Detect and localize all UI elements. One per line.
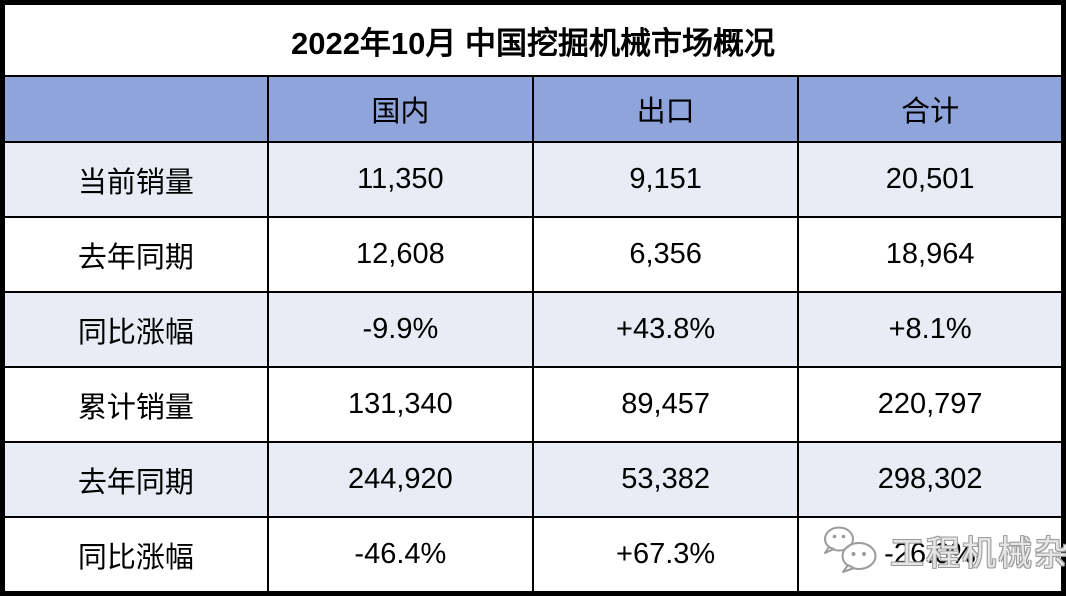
table-cell: +67.3% bbox=[531, 516, 800, 596]
table-row-yoy-change-cumulative: 同比涨幅 -46.4% +67.3% -26.0% bbox=[0, 516, 1066, 596]
table-cell: 12,608 bbox=[266, 216, 535, 293]
table-cell: +8.1% bbox=[797, 291, 1066, 368]
table-row-cumulative-sales: 累计销量 131,340 89,457 220,797 bbox=[0, 366, 1066, 443]
watermark-label: 工程机械杂志 bbox=[890, 534, 1066, 573]
table-cell: -9.9% bbox=[266, 291, 535, 368]
row-label: 去年同期 bbox=[0, 441, 269, 518]
watermark: 工程机械杂志 bbox=[818, 524, 1066, 576]
column-header-total: 合计 bbox=[797, 75, 1066, 143]
row-label: 同比涨幅 bbox=[0, 291, 269, 368]
row-label: 累计销量 bbox=[0, 366, 269, 443]
table-cell: 11,350 bbox=[266, 141, 535, 218]
page-title: 2022年10月 中国挖掘机械市场概况 bbox=[0, 0, 1066, 77]
title-row: 2022年10月 中国挖掘机械市场概况 bbox=[0, 0, 1066, 77]
table-cell: 9,151 bbox=[531, 141, 800, 218]
table-cell: 53,382 bbox=[531, 441, 800, 518]
row-label: 同比涨幅 bbox=[0, 516, 269, 596]
table-cell: -46.4% bbox=[266, 516, 535, 596]
table-row-current-sales: 当前销量 11,350 9,151 20,501 bbox=[0, 141, 1066, 218]
table-cell: -26.0% bbox=[797, 516, 1066, 596]
table-row-last-year-same-period-cumulative: 去年同期 244,920 53,382 298,302 bbox=[0, 441, 1066, 518]
column-header-blank bbox=[0, 75, 269, 143]
table-cell: 244,920 bbox=[266, 441, 535, 518]
table-header-row: 国内 出口 合计 bbox=[0, 75, 1066, 143]
row-label: 当前销量 bbox=[0, 141, 269, 218]
table-cell: +43.8% bbox=[531, 291, 800, 368]
table-cell: 298,302 bbox=[797, 441, 1066, 518]
column-header-export: 出口 bbox=[531, 75, 800, 143]
table-cell: 20,501 bbox=[797, 141, 1066, 218]
table-cell: 220,797 bbox=[797, 366, 1066, 443]
column-header-domestic: 国内 bbox=[266, 75, 535, 143]
table-cell: 89,457 bbox=[531, 366, 800, 443]
row-label: 去年同期 bbox=[0, 216, 269, 293]
wechat-icon bbox=[824, 526, 877, 573]
table-row-yoy-change: 同比涨幅 -9.9% +43.8% +8.1% bbox=[0, 291, 1066, 368]
table-row-last-year-same-period: 去年同期 12,608 6,356 18,964 bbox=[0, 216, 1066, 293]
table-cell: 131,340 bbox=[266, 366, 535, 443]
table-cell: 18,964 bbox=[797, 216, 1066, 293]
table-cell: 6,356 bbox=[531, 216, 800, 293]
